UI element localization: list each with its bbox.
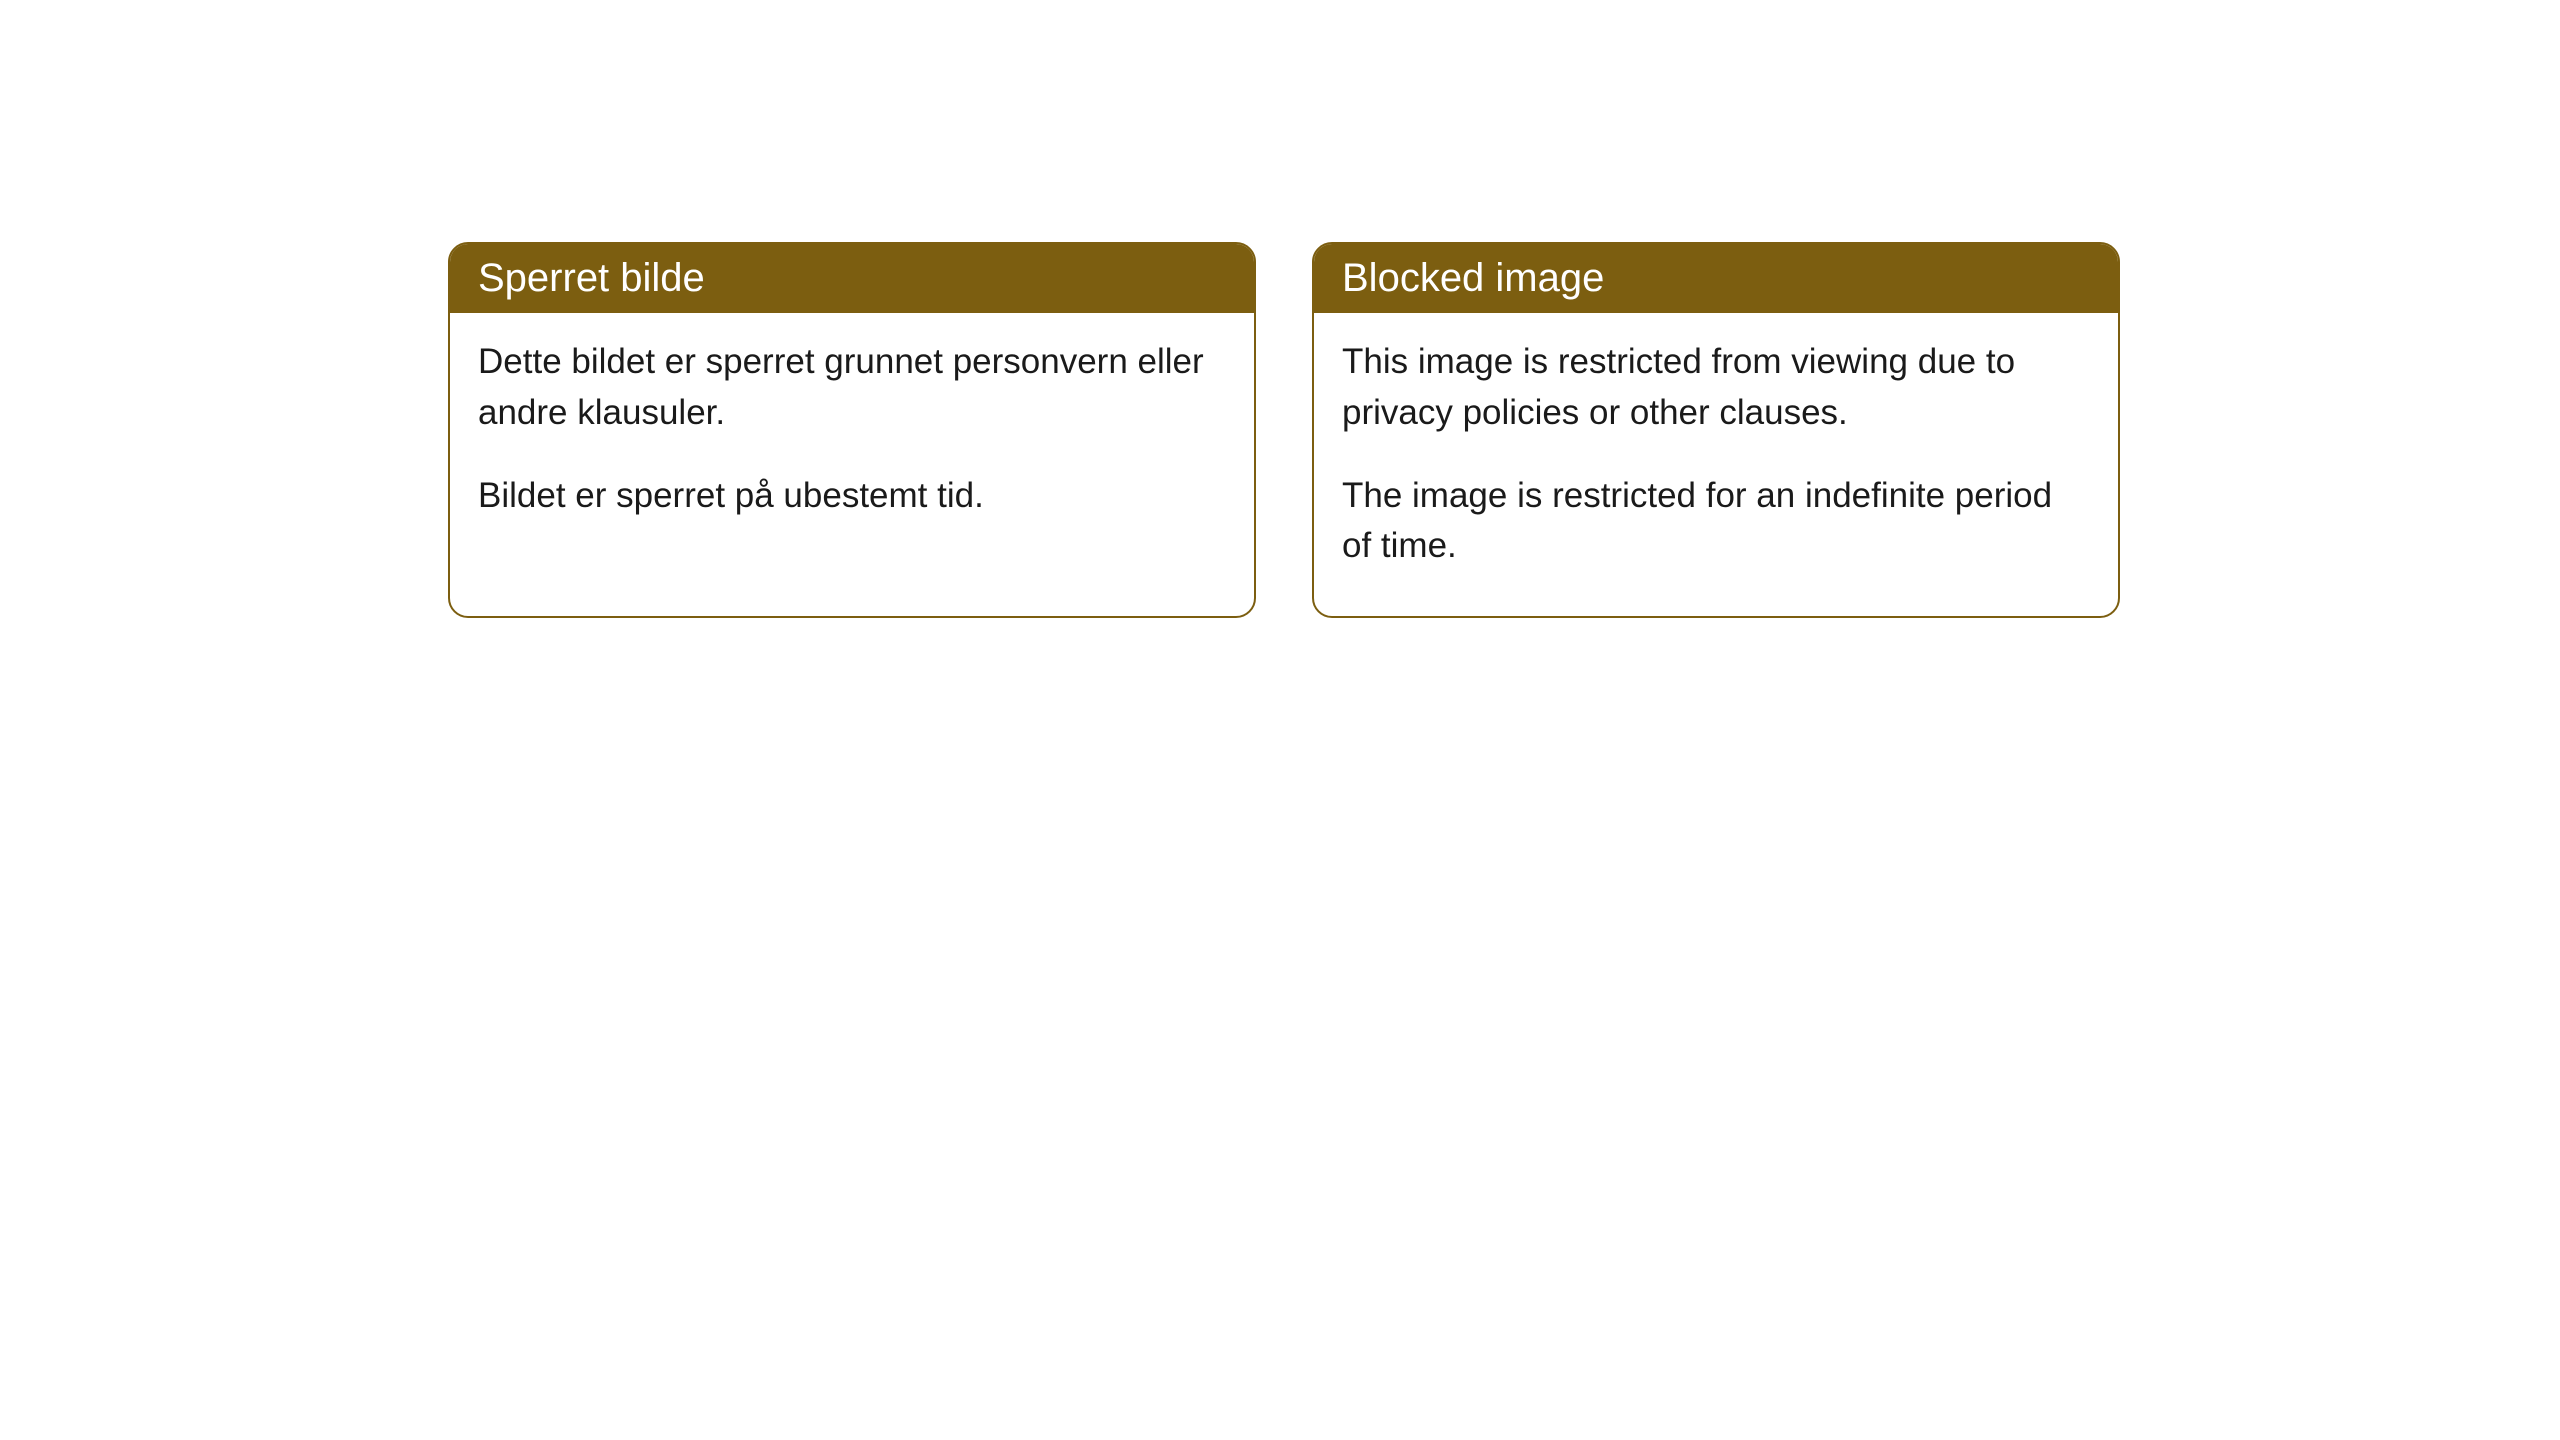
card-norwegian: Sperret bilde Dette bildet er sperret gr… <box>448 242 1256 618</box>
card-title: Blocked image <box>1342 256 1604 300</box>
card-paragraph: This image is restricted from viewing du… <box>1342 337 2090 439</box>
card-body: Dette bildet er sperret grunnet personve… <box>450 313 1254 565</box>
card-paragraph: Bildet er sperret på ubestemt tid. <box>478 471 1226 522</box>
card-header: Sperret bilde <box>450 244 1254 313</box>
card-english: Blocked image This image is restricted f… <box>1312 242 2120 618</box>
card-header: Blocked image <box>1314 244 2118 313</box>
cards-container: Sperret bilde Dette bildet er sperret gr… <box>448 242 2120 618</box>
card-paragraph: Dette bildet er sperret grunnet personve… <box>478 337 1226 439</box>
card-body: This image is restricted from viewing du… <box>1314 313 2118 616</box>
card-title: Sperret bilde <box>478 256 705 300</box>
card-paragraph: The image is restricted for an indefinit… <box>1342 471 2090 573</box>
